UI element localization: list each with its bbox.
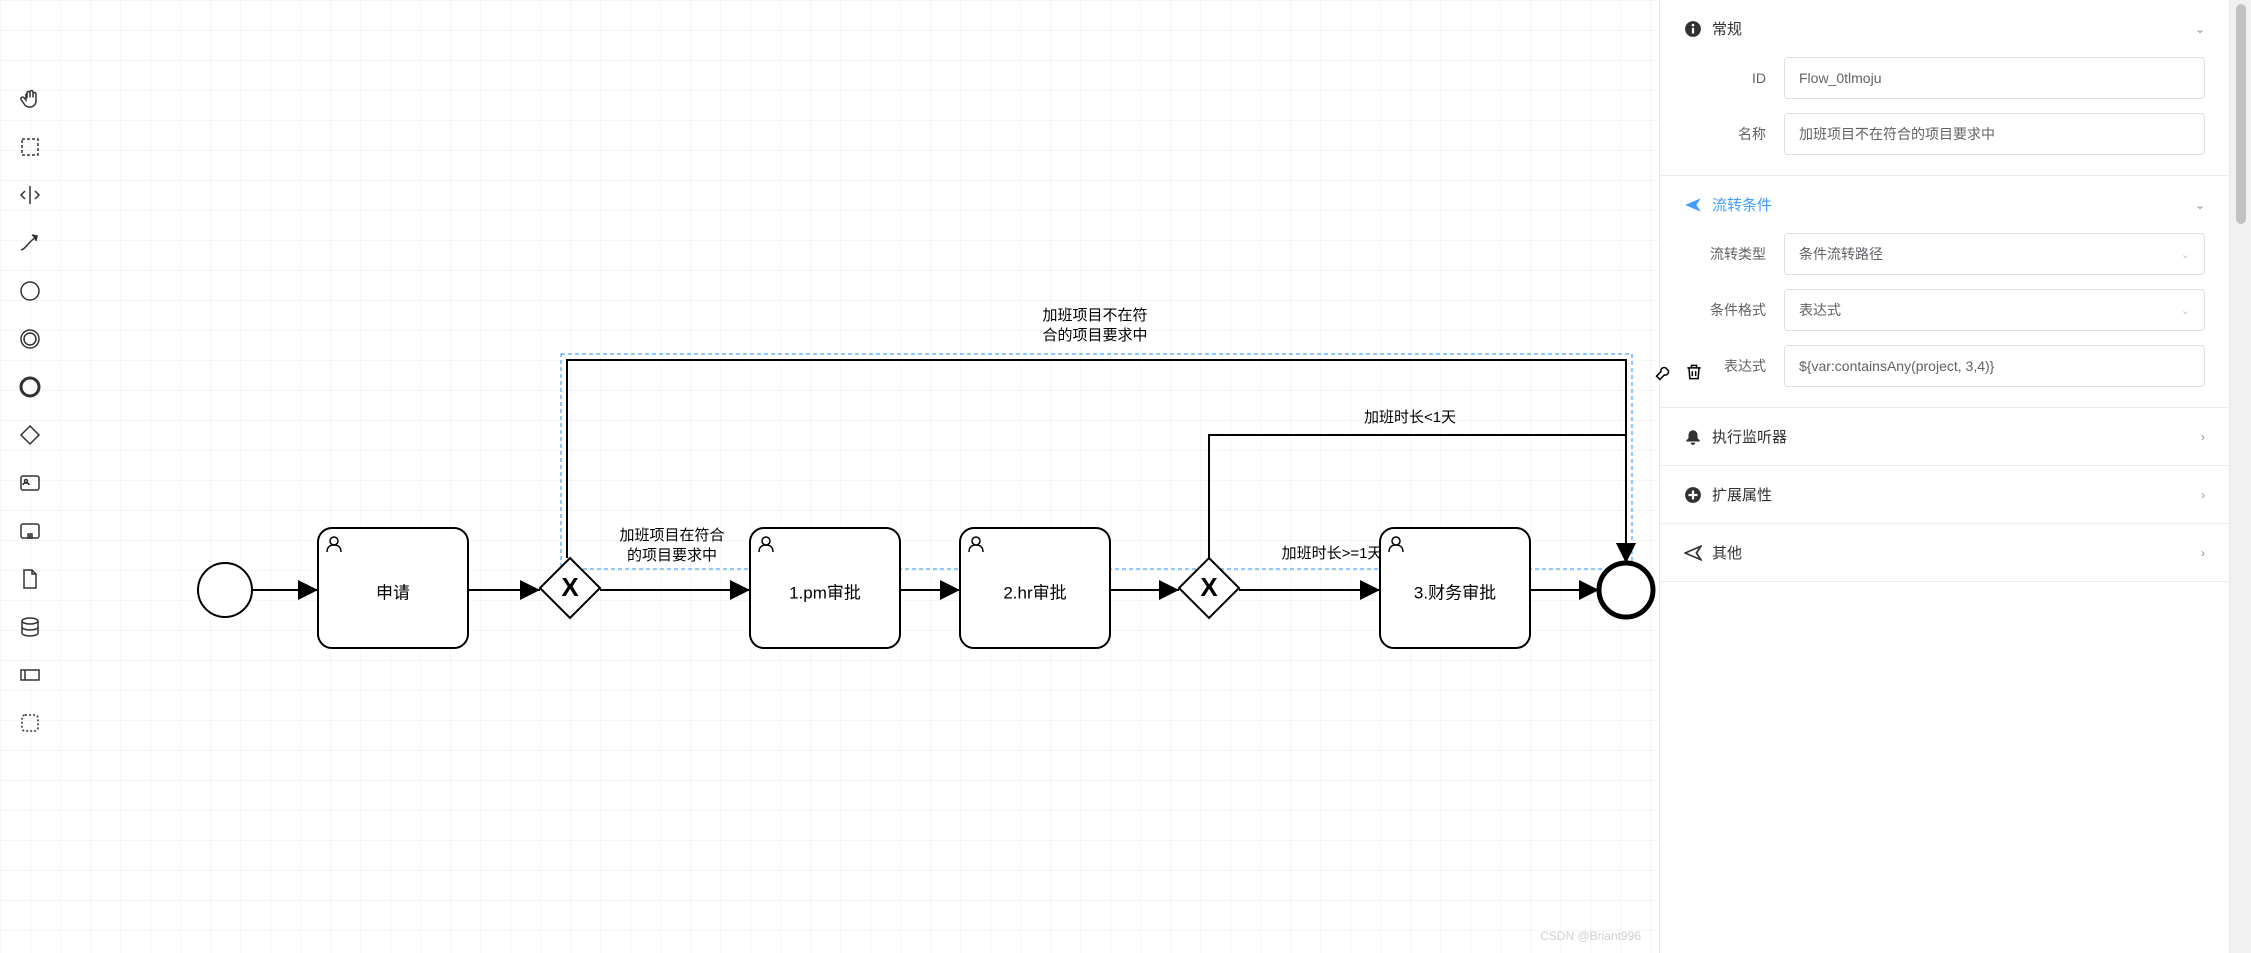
send-outline-icon	[1684, 544, 1702, 562]
context-tools	[1654, 362, 1704, 385]
chevron-right-icon: ›	[2201, 488, 2205, 502]
user-task-icon[interactable]	[16, 469, 44, 497]
wrench-icon[interactable]	[1654, 362, 1674, 385]
end-event-icon[interactable]	[16, 373, 44, 401]
task-label: 申请	[376, 583, 410, 602]
name-input[interactable]	[1784, 113, 2205, 155]
group-icon[interactable]	[16, 709, 44, 737]
start-event[interactable]	[198, 563, 252, 617]
gateway-x: X	[1200, 572, 1218, 602]
space-tool-icon[interactable]	[16, 181, 44, 209]
form-row: ID	[1684, 57, 2205, 99]
scrollbar[interactable]	[2229, 0, 2251, 953]
section-other-header[interactable]: 其他 ›	[1660, 524, 2229, 581]
section-general: 常规 ⌄ ID 名称	[1660, 0, 2229, 176]
section-extend-header[interactable]: 扩展属性 ›	[1660, 466, 2229, 523]
end-event[interactable]	[1599, 563, 1653, 617]
section-extend: 扩展属性 ›	[1660, 466, 2229, 524]
section-other: 其他 ›	[1660, 524, 2229, 582]
scrollbar-thumb[interactable]	[2236, 4, 2246, 224]
section-general-body: ID 名称	[1660, 57, 2229, 175]
form-row: 表达式	[1684, 345, 2205, 387]
info-icon	[1684, 20, 1702, 38]
flow-type-value: 条件流转路径	[1799, 244, 1883, 264]
chevron-down-icon: ⌄	[2181, 248, 2190, 261]
cond-format-select[interactable]: 表达式 ⌄	[1784, 289, 2205, 331]
data-store-icon[interactable]	[16, 613, 44, 641]
hand-tool-icon[interactable]	[16, 85, 44, 113]
section-condition-title: 流转条件	[1712, 194, 2195, 215]
properties-panel: 常规 ⌄ ID 名称 流转条件 ⌄	[1659, 0, 2229, 953]
gateway-icon[interactable]	[16, 421, 44, 449]
section-listener: 执行监听器 ›	[1660, 408, 2229, 466]
edge-label: 加班时长>=1天	[1282, 545, 1383, 562]
canvas[interactable]: 加班项目在符合的项目要求中 加班时长>=1天 加班时长<1天 加班项目不在符合的项目要…	[0, 0, 1659, 953]
task-label: 2.hr审批	[1003, 583, 1066, 602]
name-label: 名称	[1684, 124, 1784, 144]
form-row: 条件格式 表达式 ⌄	[1684, 289, 2205, 331]
section-other-title: 其他	[1712, 542, 2201, 563]
edge-label: 加班项目在符合	[619, 527, 724, 544]
flow-type-label: 流转类型	[1684, 244, 1784, 264]
id-label: ID	[1684, 70, 1784, 86]
form-row: 流转类型 条件流转路径 ⌄	[1684, 233, 2205, 275]
section-extend-title: 扩展属性	[1712, 484, 2201, 505]
section-condition: 流转条件 ⌄ 流转类型 条件流转路径 ⌄ 条件格式 表达式 ⌄ 表达式	[1660, 176, 2229, 408]
start-event-icon[interactable]	[16, 277, 44, 305]
flow-type-select[interactable]: 条件流转路径 ⌄	[1784, 233, 2205, 275]
chevron-down-icon: ⌄	[2195, 198, 2205, 212]
task-label: 3.财务审批	[1414, 583, 1496, 602]
chevron-right-icon: ›	[2201, 430, 2205, 444]
edge-label: 合的项目要求中	[1042, 327, 1147, 344]
document-icon[interactable]	[16, 565, 44, 593]
intermediate-event-icon[interactable]	[16, 325, 44, 353]
chevron-right-icon: ›	[2201, 546, 2205, 560]
expression-input[interactable]	[1784, 345, 2205, 387]
trash-icon[interactable]	[1684, 362, 1704, 385]
tool-palette	[0, 85, 60, 737]
bell-icon	[1684, 428, 1702, 446]
id-input[interactable]	[1784, 57, 2205, 99]
task-label: 1.pm审批	[789, 583, 861, 602]
section-condition-body: 流转类型 条件流转路径 ⌄ 条件格式 表达式 ⌄ 表达式	[1660, 233, 2229, 407]
chevron-down-icon: ⌄	[2195, 22, 2205, 36]
diagram-svg: 加班项目在符合的项目要求中 加班时长>=1天 加班时长<1天 加班项目不在符合的项目要…	[0, 0, 1660, 950]
swimlane-icon[interactable]	[16, 661, 44, 689]
gateway-x: X	[561, 572, 579, 602]
plus-icon	[1684, 486, 1702, 504]
section-listener-title: 执行监听器	[1712, 426, 2201, 447]
app-root: 加班项目在符合的项目要求中 加班时长>=1天 加班时长<1天 加班项目不在符合的项目要…	[0, 0, 2251, 953]
watermark: CSDN @Briant996	[1540, 929, 1641, 943]
edge-label: 加班时长<1天	[1364, 409, 1456, 426]
edge-label: 加班项目不在符	[1042, 307, 1147, 324]
form-row: 名称	[1684, 113, 2205, 155]
lasso-tool-icon[interactable]	[16, 133, 44, 161]
send-icon	[1684, 196, 1702, 214]
cond-format-value: 表达式	[1799, 300, 1841, 320]
section-listener-header[interactable]: 执行监听器 ›	[1660, 408, 2229, 465]
section-general-header[interactable]: 常规 ⌄	[1660, 0, 2229, 57]
section-condition-header[interactable]: 流转条件 ⌄	[1660, 176, 2229, 233]
section-general-title: 常规	[1712, 18, 2195, 39]
edge-label: 的项目要求中	[627, 547, 717, 564]
cond-format-label: 条件格式	[1684, 300, 1784, 320]
chevron-down-icon: ⌄	[2181, 304, 2190, 317]
connect-tool-icon[interactable]	[16, 229, 44, 257]
subprocess-icon[interactable]	[16, 517, 44, 545]
